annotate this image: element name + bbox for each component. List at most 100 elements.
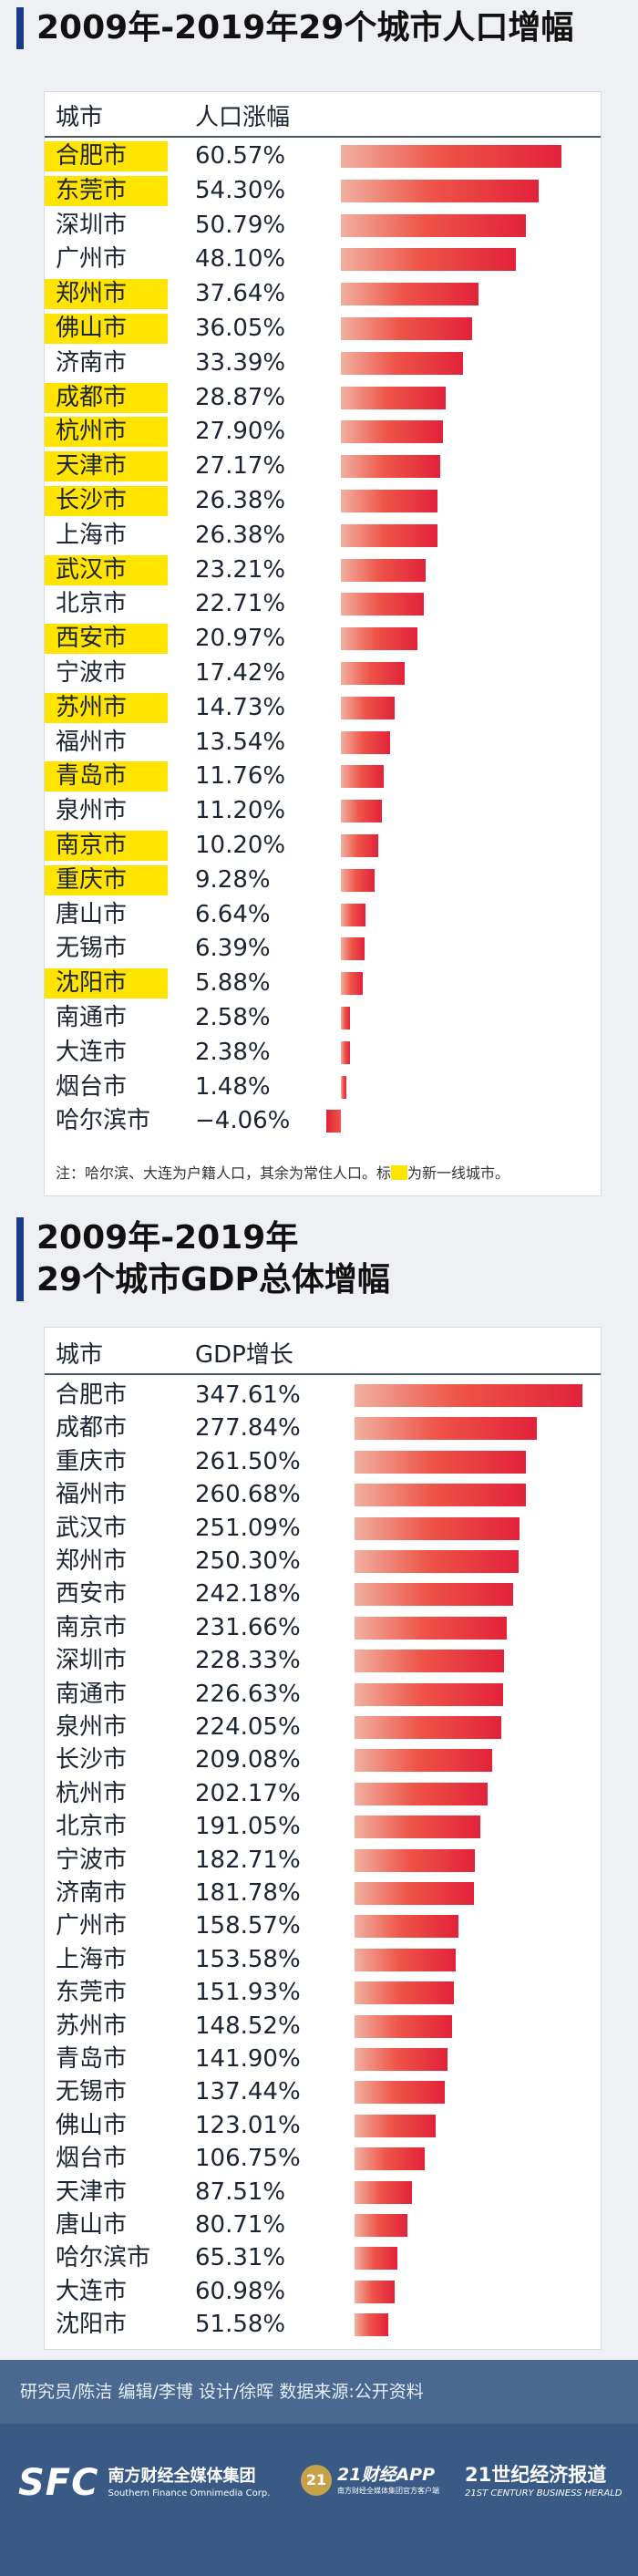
city-label: 上海市 (56, 1945, 128, 1973)
city-label: 广州市 (56, 245, 128, 274)
gdp-row: 天津市 87.51% (45, 2176, 601, 2209)
city-label: 宁波市 (56, 659, 128, 687)
city-label: 宁波市 (56, 1846, 128, 1874)
city-label: 重庆市 (56, 1447, 128, 1475)
column-header-city: 城市 (56, 104, 104, 131)
population-bar (341, 386, 447, 409)
gdp-row: 唐山市 80.71% (45, 2209, 601, 2241)
value-label: 27.90% (195, 418, 286, 446)
value-label: 26.38% (195, 521, 286, 549)
value-label: 11.76% (195, 762, 286, 791)
city-label: 武汉市 (56, 555, 128, 584)
city-label: 北京市 (56, 590, 128, 618)
value-label: 202.17% (195, 1779, 301, 1807)
gdp-bar (355, 1583, 514, 1607)
gdp-row: 广州市 158.57% (45, 1909, 601, 1942)
value-label: 54.30% (195, 176, 286, 204)
gdp-bar (355, 2081, 445, 2105)
city-label: 南通市 (56, 1680, 128, 1708)
value-label: 2.58% (195, 1004, 271, 1031)
value-label: 261.50% (195, 1447, 301, 1475)
city-label: 深圳市 (56, 1647, 128, 1675)
population-row: 大连市 2.38% (45, 1036, 601, 1069)
population-bar (341, 351, 463, 375)
city-label: 西安市 (56, 1580, 128, 1609)
city-label: 福州市 (56, 728, 128, 756)
city-label: 西安市 (56, 625, 128, 653)
population-bar (341, 627, 417, 651)
gdp-title-line2: 29个城市GDP总体增幅 (36, 1261, 390, 1298)
new-tier1-highlight (45, 314, 168, 344)
publisher-logos: SFC 南方财经全媒体集团 Southern Finance Omnimedia… (0, 2424, 638, 2576)
population-row: 烟台市 1.48% (45, 1071, 601, 1103)
gdp-row: 长沙市 209.08% (45, 1743, 601, 1776)
city-label: 无锡市 (56, 2078, 128, 2106)
gdp-bar (355, 2147, 425, 2171)
value-label: 158.57% (195, 1912, 301, 1940)
value-label: 17.42% (195, 659, 286, 687)
new-tier1-highlight (45, 175, 168, 206)
population-bar (325, 1110, 341, 1133)
city-label: 郑州市 (56, 1547, 128, 1575)
population-row: 杭州市 27.90% (45, 415, 601, 448)
value-label: 20.97% (195, 625, 286, 653)
gdp-bar (355, 2014, 452, 2038)
population-bar (341, 593, 424, 616)
column-header-city: 城市 (56, 1341, 104, 1369)
value-label: 251.09% (195, 1514, 301, 1542)
sfc-logo-mark: SFC (18, 2462, 99, 2504)
city-label: 苏州市 (56, 693, 128, 721)
title-accent-bar (16, 7, 24, 49)
city-label: 无锡市 (56, 935, 128, 963)
value-label: 231.66% (195, 1613, 301, 1641)
population-row: 泉州市 11.20% (45, 794, 601, 827)
city-label: 泉州市 (56, 797, 128, 825)
population-bar (341, 730, 391, 754)
population-bar (341, 765, 385, 789)
value-label: 242.18% (195, 1580, 301, 1609)
sfc-logo: SFC 南方财经全媒体集团 Southern Finance Omnimedia… (18, 2462, 270, 2504)
population-bar (341, 179, 540, 202)
population-bar (341, 145, 562, 168)
gdp-row: 烟台市 106.75% (45, 2142, 601, 2175)
value-label: 10.20% (195, 832, 286, 859)
gdp-row: 深圳市 228.33% (45, 1644, 601, 1677)
gdp-bar (355, 1882, 474, 1905)
population-row: 重庆市 9.28% (45, 864, 601, 896)
sfc-name-cn: 南方财经全媒体集团 (108, 2467, 256, 2486)
new-tier1-highlight (45, 864, 168, 895)
gdp-bar (355, 1682, 504, 1706)
value-label: 106.75% (195, 2145, 301, 2173)
gdp-bar (355, 2247, 398, 2271)
population-row: 东莞市 54.30% (45, 174, 601, 207)
population-bar (341, 800, 382, 823)
value-label: 277.84% (195, 1414, 301, 1443)
city-label: 唐山市 (56, 900, 128, 928)
population-row: 沈阳市 5.88% (45, 967, 601, 999)
population-row: 南通市 2.58% (45, 1001, 601, 1034)
city-label: 合肥市 (56, 142, 128, 170)
city-label: 烟台市 (56, 2145, 128, 2173)
gdp-bar (355, 2313, 389, 2337)
gdp-row: 上海市 153.58% (45, 1943, 601, 1976)
gdp-bar (355, 2180, 412, 2204)
city-label: 重庆市 (56, 865, 128, 894)
value-label: 153.58% (195, 1945, 301, 1973)
population-chart-title: 2009年-2019年29个城市人口增幅 (16, 5, 573, 51)
gdp-row: 南京市 231.66% (45, 1611, 601, 1644)
population-row: 合肥市 60.57% (45, 140, 601, 172)
value-label: 50.79% (195, 211, 286, 239)
gdp-growth-chart: 城市 GDP增长 合肥市 347.61% 成都市 277.84% 重庆市 261.50% 福… (44, 1327, 602, 2350)
sfc-name-en: Southern Finance Omnimedia Corp. (108, 2488, 271, 2498)
gdp-bar (355, 1782, 488, 1805)
population-row: 哈尔滨市 −4.06% (45, 1104, 601, 1137)
city-label: 沈阳市 (56, 2311, 128, 2339)
population-row: 福州市 13.54% (45, 726, 601, 759)
city-label: 福州市 (56, 1481, 128, 1509)
population-row: 北京市 22.71% (45, 587, 601, 620)
gdp-bar (355, 1417, 538, 1441)
herald-name-cn: 21世纪经济报道 (465, 2464, 607, 2486)
gdp-row: 南通市 226.63% (45, 1678, 601, 1711)
gdp-bar (355, 1616, 507, 1640)
population-row: 青岛市 11.76% (45, 760, 601, 792)
